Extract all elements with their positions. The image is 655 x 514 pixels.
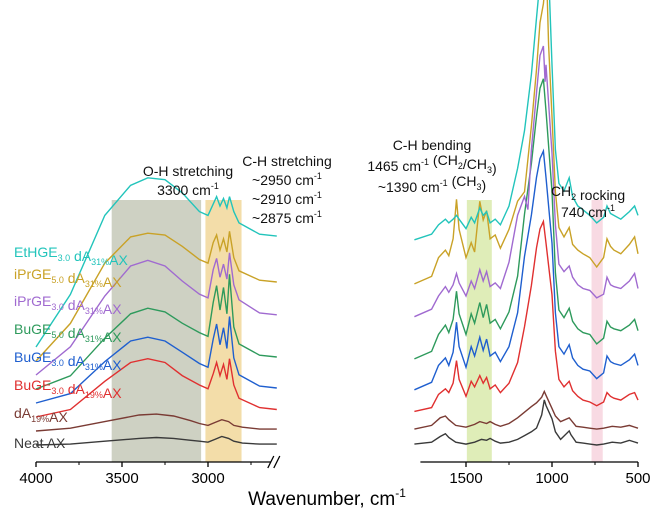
series-line-buge5-0-da31-ax-low [414,78,639,360]
series-line-da19-ax-low [414,389,639,430]
x-tick-label-1500: 1500 [449,470,482,487]
annotation-3-line-1: 740 cm-1 [561,203,615,220]
annotation-0-line-0: O-H stretching [143,163,233,179]
series-line-buge3-0-da31-ax-low [414,148,639,391]
x-tick-label-3500: 3500 [105,470,138,487]
annotation-1-line-2: ~2910 cm-1 [252,190,322,207]
series-line-iprge5-0-da31-ax-low [414,0,639,285]
band-annotations: O-H stretching 3300 cm-1 C-H stretching ~29… [143,137,625,226]
series-line-buge3-0-da31-ax-high [35,316,277,404]
annotation-2-line-0: C-H bending [393,137,472,153]
x-tick-label-4000: 4000 [19,470,52,487]
series-line-neat-ax-high [35,435,277,446]
shaded-band-0 [111,200,202,462]
series-label-7: EtHGE3.0 dA31%AX [14,244,128,268]
series-label-2: BuGE3.0 dA19%AX [14,377,122,401]
x-tick-label-1000: 1000 [535,470,568,487]
shaded-bands [111,200,603,462]
x-axis-label: Wavenumber, cm-1 [248,486,406,510]
annotation-1-line-3: ~2875 cm-1 [252,209,322,226]
series-line-ethge3-0-da31-ax-low [414,0,639,241]
annotation-3-line-0: CH2 rocking [551,183,625,203]
x-tick-label-500: 500 [625,470,650,487]
series-line-iprge3-0-da31-ax-high [35,252,277,376]
series-label-1: dA19%AX [14,405,68,425]
annotation-2-line-2: ~1390 cm-1 (CH3) [378,173,486,195]
series-line-buge3-0-da19-ax-low [414,218,639,413]
annotation-0-line-1: 3300 cm-1 [157,181,219,198]
series-line-buge3-0-da19-ax-high [35,357,277,418]
series-line-ethge3-0-da31-ax-high [35,177,277,348]
series-label-3: BuGE3.0 dA31%AX [14,349,122,373]
x-axis: 4000 3500 3000 1500 1000 500 [19,455,651,487]
annotation-1-line-1: ~2950 cm-1 [252,171,322,188]
axis-break-mark-left [267,455,275,469]
series-line-iprge3-0-da31-ax-low [414,45,639,318]
series-line-da19-ax-high [35,413,277,432]
series-label-5: iPrGE3.0 dA31%AX [14,293,122,317]
series-label-6: iPrGE5.0 dA31%AX [14,266,122,290]
spectra-series [35,0,639,446]
series-line-neat-ax-low [414,399,639,446]
annotation-2-line-1: 1465 cm-1 (CH2/CH3) [367,152,496,176]
x-tick-label-3000: 3000 [191,470,224,487]
series-label-4: BuGE5.0 dA31%AX [14,321,122,345]
series-line-buge5-0-da31-ax-high [35,274,277,390]
shaded-band-3 [591,200,603,462]
series-labels: Neat AX dA19%AX BuGE3.0 dA19%AX BuGE3.0 dA3… [14,244,128,451]
annotation-1-line-0: C-H stretching [242,153,331,169]
series-line-iprge5-0-da31-ax-high [35,231,277,362]
axis-break-mark-right [273,455,281,469]
series-label-0: Neat AX [14,435,66,451]
